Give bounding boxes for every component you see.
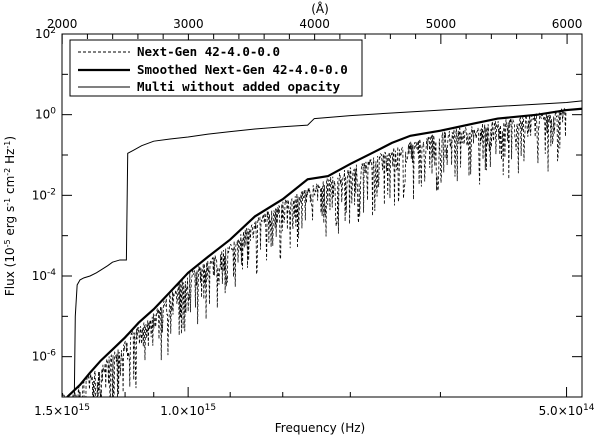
ticks-layer: 10-6 10-4 10-2 100 102 1.5×1015 1.0×1015 5.0×10… — [32, 17, 595, 418]
y-tick-label: 100 — [35, 107, 56, 122]
legend-label-2: Smoothed Next-Gen 42-4.0-0.0 — [137, 62, 348, 77]
x-axis-label: Frequency (Hz) — [275, 421, 366, 435]
top-tick-label: 2000 — [47, 17, 78, 31]
series-line-1 — [62, 107, 567, 397]
top-tick-label: 6000 — [552, 17, 583, 31]
series-line-2 — [66, 107, 582, 397]
series-layer — [62, 100, 582, 397]
y-tick-label: 102 — [35, 26, 56, 41]
y-tick-label: 10-2 — [32, 187, 56, 202]
top-tick-label: 4000 — [299, 17, 330, 31]
plot-frame — [61, 33, 583, 398]
y-tick-label: 10-4 — [32, 268, 57, 283]
top-axis-label: (Å) — [311, 1, 329, 16]
legend: Next-Gen 42-4.0-0.0 Smoothed Next-Gen 42-… — [69, 39, 363, 97]
y-axis-label: Flux (10-5 erg s-1 cm-2 Hz-1) — [3, 136, 17, 296]
x-tick-label: 1.0×1015 — [160, 403, 216, 418]
top-tick-label: 5000 — [426, 17, 457, 31]
legend-label-1: Next-Gen 42-4.0-0.0 — [137, 44, 280, 59]
x-tick-label: 5.0×1014 — [539, 403, 595, 418]
series-line-3 — [73, 100, 582, 394]
legend-label-3: Multi without added opacity — [137, 79, 341, 94]
x-tick-label: 1.5×1015 — [34, 403, 90, 418]
y-tick-label: 10-6 — [32, 349, 57, 364]
top-tick-label: 3000 — [173, 17, 204, 31]
